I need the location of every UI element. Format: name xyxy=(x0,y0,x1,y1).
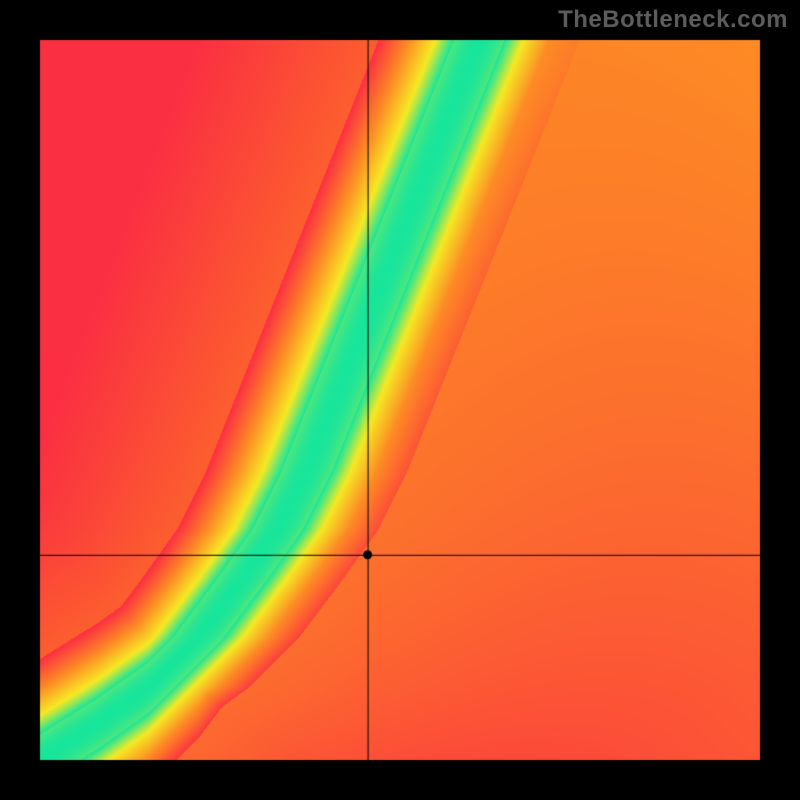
heatmap-canvas xyxy=(0,0,800,800)
watermark: TheBottleneck.com xyxy=(558,6,788,34)
